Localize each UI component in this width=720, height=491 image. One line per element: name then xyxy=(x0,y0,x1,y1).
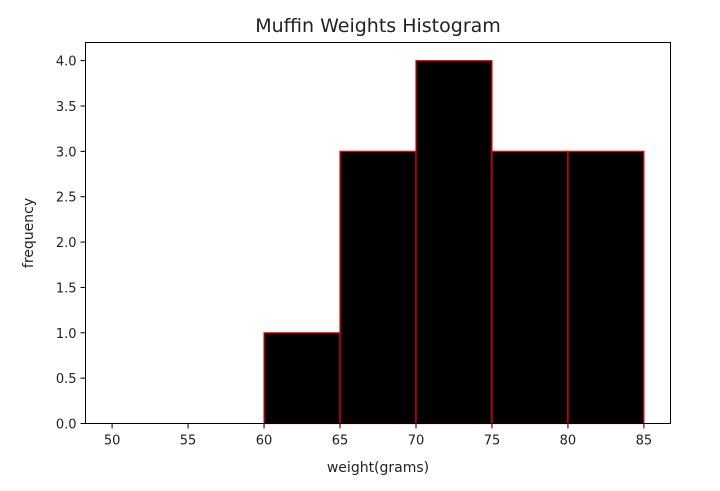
y-axis: 0.0 0.5 1.0 1.5 2.0 2.5 3.0 3.5 4.0 xyxy=(56,55,86,433)
histogram-bar-2 xyxy=(415,60,493,425)
histogram-bar-4 xyxy=(567,150,645,425)
x-tick-label-5: 75 xyxy=(484,434,501,449)
plot-frame xyxy=(85,42,671,424)
y-tick-label-5: 2.5 xyxy=(56,191,77,206)
y-tick-label-0: 0.0 xyxy=(56,418,77,433)
x-axis: 50 55 60 65 70 75 80 85 xyxy=(104,423,653,449)
x-tick-label-4: 70 xyxy=(408,434,425,449)
histogram-bar-3 xyxy=(491,150,569,425)
x-axis-label: weight(grams) xyxy=(327,460,429,476)
y-tick-label-7: 3.5 xyxy=(56,100,77,115)
x-tick-label-1: 55 xyxy=(180,434,197,449)
histogram-bar-1 xyxy=(339,150,417,425)
x-tick-label-3: 65 xyxy=(332,434,349,449)
y-tick-label-1: 0.5 xyxy=(56,372,77,387)
bars-layer xyxy=(263,60,645,425)
x-tick-label-0: 50 xyxy=(104,434,121,449)
y-tick-label-2: 1.0 xyxy=(56,327,77,342)
x-tick-label-2: 60 xyxy=(256,434,273,449)
x-tick-label-7: 85 xyxy=(636,434,653,449)
y-tick-label-4: 2.0 xyxy=(56,236,77,251)
x-tick-label-6: 80 xyxy=(560,434,577,449)
y-axis-label: frequency xyxy=(21,198,37,268)
y-tick-label-3: 1.5 xyxy=(56,281,77,296)
histogram-bar-0 xyxy=(263,332,341,425)
chart-title: Muffin Weights Histogram xyxy=(255,15,501,37)
y-tick-label-6: 3.0 xyxy=(56,145,77,160)
y-tick-label-8: 4.0 xyxy=(56,55,77,70)
